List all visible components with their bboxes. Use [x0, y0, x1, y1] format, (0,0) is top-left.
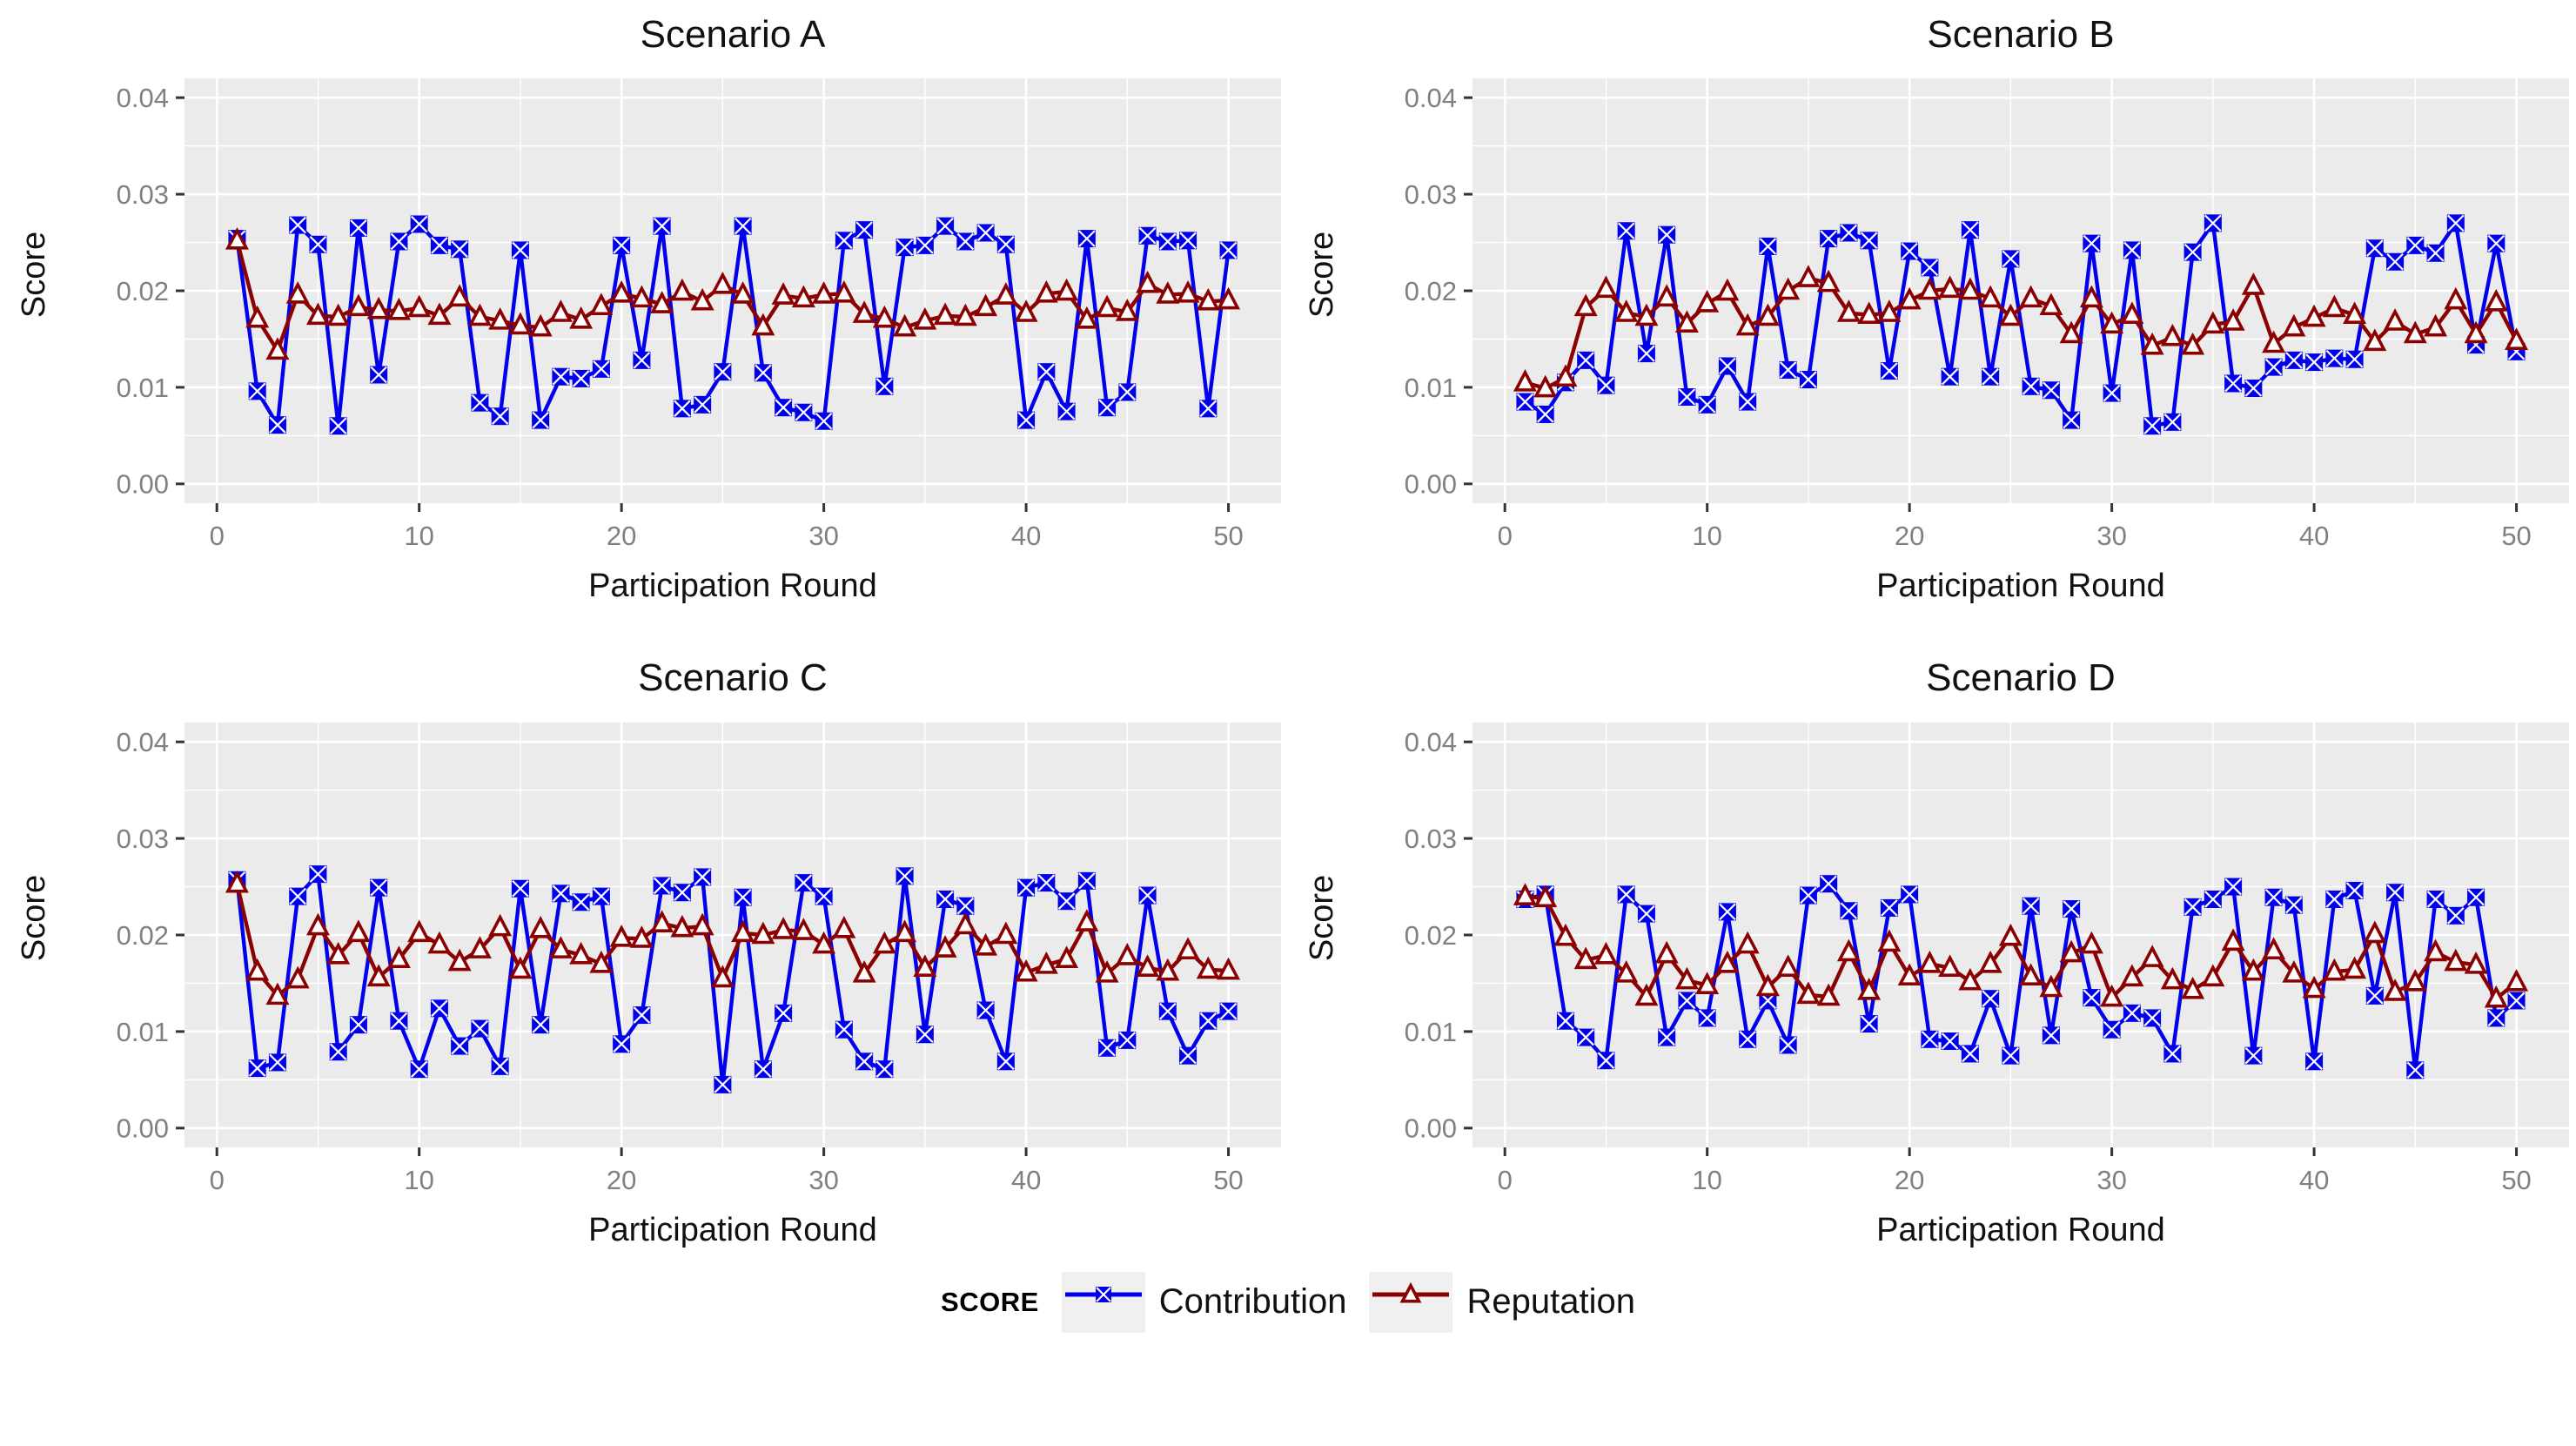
svg-text:0.02: 0.02	[1405, 276, 1457, 306]
svg-text:0.04: 0.04	[117, 727, 169, 757]
svg-text:0.02: 0.02	[117, 920, 169, 951]
plot-scenario-d: 0.00 0.01 0.02 0.03 0.04 0 10 20 30 40 50	[1405, 722, 2569, 1195]
svg-text:40: 40	[1011, 1165, 1041, 1195]
svg-text:0.00: 0.00	[1405, 1113, 1457, 1143]
svg-text:10: 10	[404, 1165, 433, 1195]
svg-text:50: 50	[1213, 521, 1243, 551]
svg-text:20: 20	[607, 1165, 636, 1195]
svg-text:0.01: 0.01	[1405, 373, 1457, 403]
svg-text:40: 40	[2299, 521, 2329, 551]
legend-title: SCORE	[941, 1286, 1039, 1317]
svg-text:0.00: 0.00	[117, 1113, 169, 1143]
svg-text:50: 50	[2501, 521, 2531, 551]
svg-text:0.01: 0.01	[117, 373, 169, 403]
y-axis-title: Score	[1304, 231, 1341, 319]
panel-body: Score 0.00 0.01 0.02 0.03 0.04 0 10 20 30 40 50	[0, 61, 1288, 566]
svg-text:0: 0	[210, 1165, 225, 1195]
legend-item-contribution: Contribution	[1061, 1271, 1347, 1333]
panel-title-scenario-c: Scenario C	[638, 656, 828, 700]
svg-text:40: 40	[2299, 1165, 2329, 1195]
legend-label-contribution: Contribution	[1158, 1282, 1347, 1322]
svg-text:0.04: 0.04	[1405, 727, 1457, 757]
square-x-icon	[1061, 1271, 1145, 1333]
svg-text:10: 10	[1692, 521, 1721, 551]
svg-text:0.03: 0.03	[1405, 824, 1457, 854]
svg-text:50: 50	[1213, 1165, 1243, 1195]
svg-text:0.02: 0.02	[117, 276, 169, 306]
legend-label-reputation: Reputation	[1466, 1282, 1635, 1322]
svg-text:0.01: 0.01	[1405, 1017, 1457, 1047]
svg-text:10: 10	[404, 521, 433, 551]
svg-text:0.03: 0.03	[1405, 179, 1457, 210]
svg-text:0: 0	[210, 521, 225, 551]
panel-scenario-c: Scenario C Score 0.00 0.01 0.02 0.03 0.04 0 10…	[0, 656, 1288, 1248]
panel-title-scenario-a: Scenario A	[640, 13, 826, 56]
svg-text:0.03: 0.03	[117, 824, 169, 854]
x-axis-title: Participation Round	[1876, 568, 2165, 605]
svg-text:30: 30	[2096, 1165, 2126, 1195]
y-axis-title: Score	[16, 875, 53, 962]
svg-text:0: 0	[1498, 1165, 1513, 1195]
panels-grid: Scenario A Score 0.00 0.01 0.02 0.03 0.04 0 10…	[0, 13, 2576, 1248]
x-axis-title: Participation Round	[588, 568, 877, 605]
svg-text:30: 30	[808, 521, 838, 551]
panel-title-scenario-b: Scenario B	[1927, 13, 2115, 56]
svg-text:0.02: 0.02	[1405, 920, 1457, 951]
x-axis-title: Participation Round	[588, 1211, 877, 1248]
svg-text:0.00: 0.00	[117, 469, 169, 500]
svg-text:30: 30	[2096, 521, 2126, 551]
svg-text:0.00: 0.00	[1405, 469, 1457, 500]
panel-body: Score 0.00 0.01 0.02 0.03 0.04 0 10 20 30 40 50	[0, 705, 1288, 1210]
svg-text:20: 20	[1895, 1165, 1924, 1195]
panel-body: Score 0.00 0.01 0.02 0.03 0.04 0 10 20 30 40 50	[1288, 705, 2576, 1210]
triangle-icon	[1369, 1271, 1453, 1333]
svg-text:0: 0	[1498, 521, 1513, 551]
x-axis-title: Participation Round	[1876, 1211, 2165, 1248]
panel-scenario-d: Scenario D Score 0.00 0.01 0.02 0.03 0.04 0 10…	[1288, 656, 2576, 1248]
svg-text:40: 40	[1011, 521, 1041, 551]
svg-text:20: 20	[1895, 521, 1924, 551]
panel-scenario-b: Scenario B Score 0.00 0.01 0.02 0.03 0.04 0 10…	[1288, 13, 2576, 605]
plot-scenario-a: 0.00 0.01 0.02 0.03 0.04 0 10 20 30 40 50	[117, 78, 1281, 551]
svg-text:50: 50	[2501, 1165, 2531, 1195]
panel-scenario-a: Scenario A Score 0.00 0.01 0.02 0.03 0.04 0 10…	[0, 13, 1288, 605]
legend-item-reputation: Reputation	[1369, 1271, 1635, 1333]
panel-body: Score 0.00 0.01 0.02 0.03 0.04 0 10 20 30 40 50	[1288, 61, 2576, 566]
plot-scenario-b: 0.00 0.01 0.02 0.03 0.04 0 10 20 30 40 50	[1405, 78, 2569, 551]
svg-text:10: 10	[1692, 1165, 1721, 1195]
svg-text:20: 20	[607, 521, 636, 551]
svg-text:0.04: 0.04	[1405, 83, 1457, 113]
svg-text:0.01: 0.01	[117, 1017, 169, 1047]
svg-text:0.03: 0.03	[117, 179, 169, 210]
y-axis-title: Score	[16, 231, 53, 319]
panel-title-scenario-d: Scenario D	[1926, 656, 2116, 700]
svg-text:0.04: 0.04	[117, 83, 169, 113]
y-axis-title: Score	[1304, 875, 1341, 962]
svg-text:30: 30	[808, 1165, 838, 1195]
plot-scenario-c: 0.00 0.01 0.02 0.03 0.04 0 10 20 30 40 50	[117, 722, 1281, 1195]
legend: SCORE Contribution Reputation	[0, 1271, 2576, 1333]
